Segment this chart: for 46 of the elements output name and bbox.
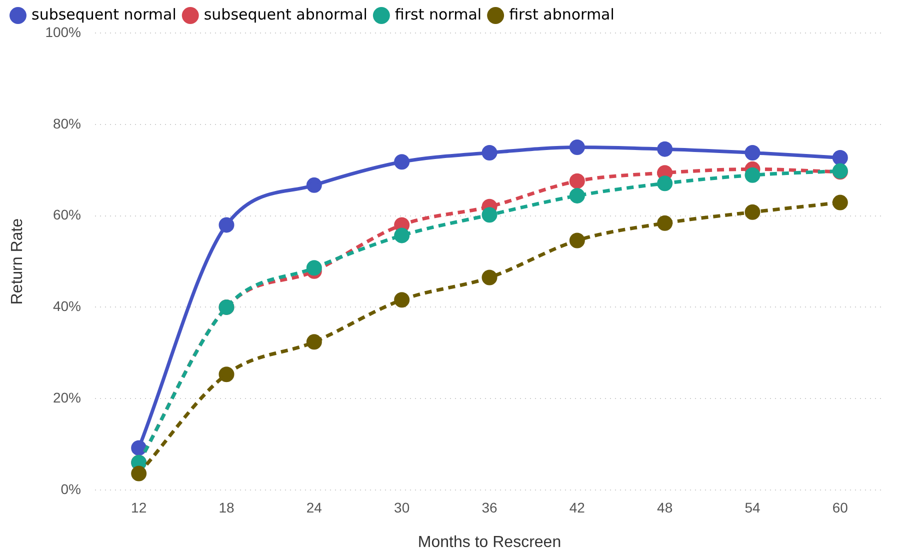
point [218,366,234,382]
point [832,194,848,210]
point [482,207,498,223]
point [306,260,322,276]
y-tick-label: 80% [52,115,82,132]
x-tick-label: 48 [657,499,673,516]
point [394,228,410,244]
point [569,188,585,204]
y-axis-title: Return Rate [9,218,26,305]
x-tick-label: 54 [744,499,760,516]
point [744,167,760,183]
y-tick-label: 20% [52,389,82,406]
y-tick-label: 100% [45,24,82,40]
x-tick-label: 12 [131,499,147,516]
legend-label: subsequent normal [32,5,176,24]
x-tick-label: 42 [569,499,586,516]
point [569,232,585,248]
point [306,177,322,193]
y-tick-label: 0% [60,480,82,497]
point [394,154,410,170]
point [832,150,848,166]
point [657,141,673,157]
x-tick-label: 60 [832,499,848,516]
point [394,292,410,308]
x-axis-title: Months to Rescreen [418,534,562,551]
legend-label: first normal [394,5,482,24]
point [657,215,673,231]
x-tick-label: 30 [394,499,410,516]
point [218,217,234,233]
y-tick-label: 40% [52,298,82,314]
point [657,176,673,192]
point [131,466,147,482]
legend-label: first abnormal [509,5,614,24]
x-tick-label: 18 [218,499,235,516]
x-tick-label: 24 [306,499,322,516]
point [744,204,760,220]
point [569,140,585,155]
x-tick-label: 36 [482,499,498,516]
point [482,270,498,286]
point [131,440,147,456]
point [569,173,585,189]
point [482,144,498,160]
point [744,144,760,160]
y-tick-label: 60% [52,206,82,223]
point [306,334,322,350]
legend-label: subsequent abnormal [204,5,368,24]
